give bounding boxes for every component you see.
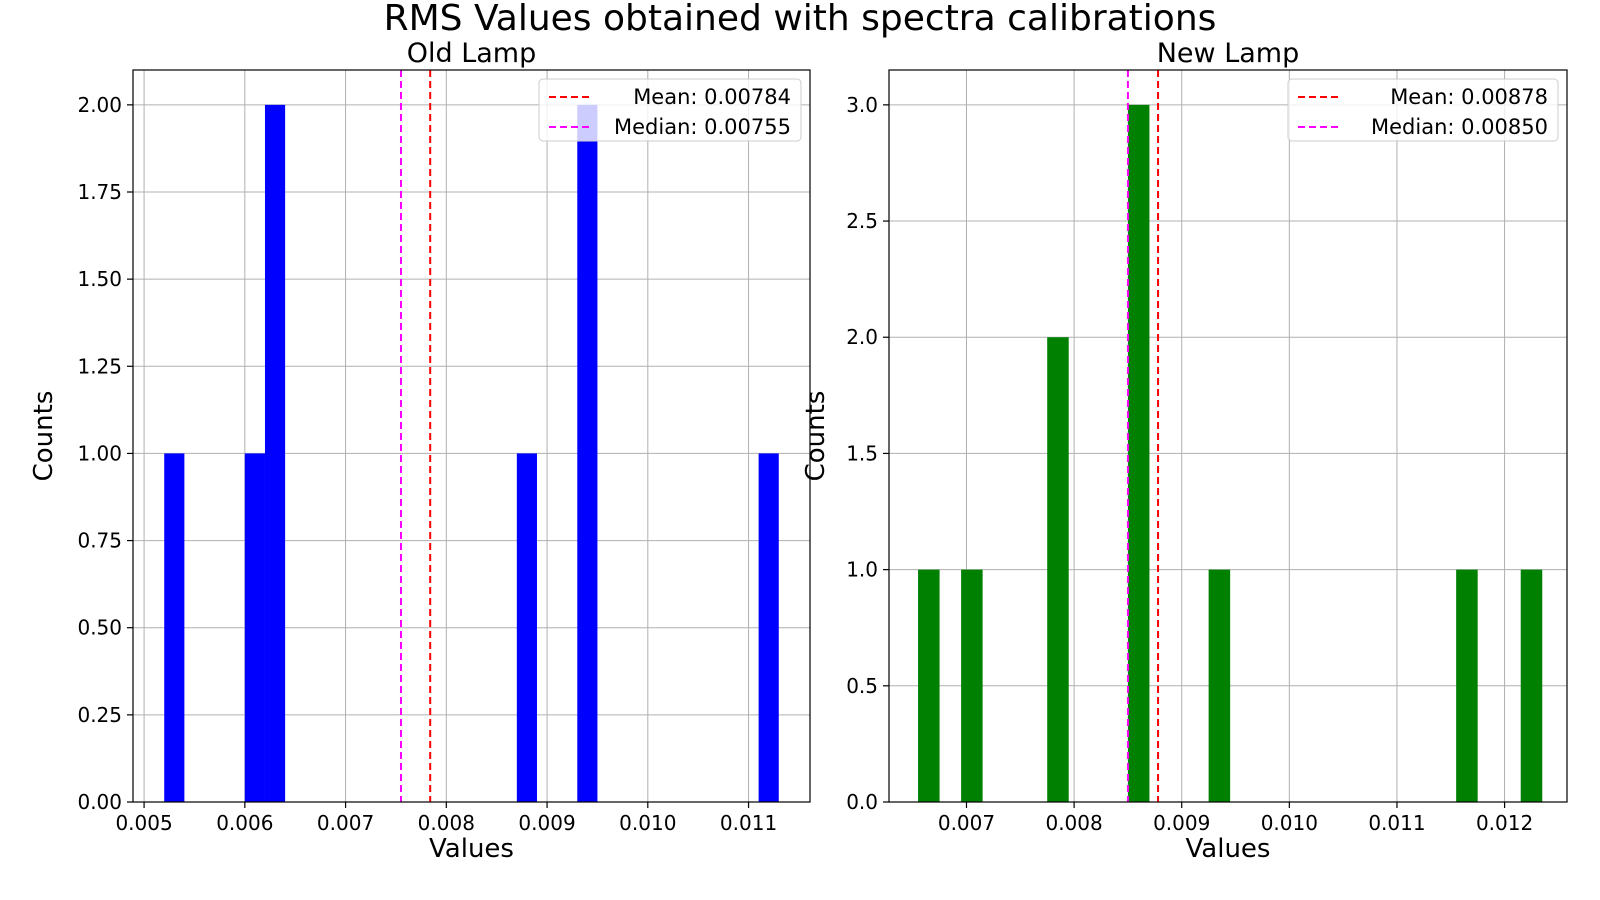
y-axis-label: Counts bbox=[801, 391, 831, 482]
x-axis-label: Values bbox=[1186, 834, 1271, 864]
y-tick-label: 0.75 bbox=[77, 529, 122, 553]
histogram-bar bbox=[1520, 569, 1543, 802]
x-tick-label: 0.005 bbox=[115, 811, 172, 835]
legend: Mean: 0.00784 Median: 0.00755 bbox=[538, 78, 802, 142]
x-tick-label: 0.006 bbox=[216, 811, 273, 835]
histogram-bar bbox=[961, 569, 983, 802]
x-tick-label: 0.010 bbox=[1261, 811, 1318, 835]
x-tick-label: 0.011 bbox=[720, 811, 777, 835]
y-tick-label: 0.00 bbox=[77, 790, 122, 814]
x-tick-label: 0.010 bbox=[619, 811, 676, 835]
y-tick-label: 1.75 bbox=[77, 180, 122, 204]
y-tick-label: 1.50 bbox=[77, 267, 122, 291]
histogram-bar bbox=[516, 453, 537, 802]
legend-label-mean: Mean: 0.00878 bbox=[1390, 85, 1548, 109]
histogram-bar bbox=[1127, 104, 1150, 803]
y-tick-label: 0.5 bbox=[846, 674, 878, 698]
legend-label-mean: Mean: 0.00784 bbox=[633, 85, 791, 109]
histogram-bar bbox=[577, 104, 598, 803]
y-tick-label: 2.0 bbox=[846, 325, 878, 349]
histogram-bar bbox=[164, 453, 185, 802]
x-tick-label: 0.007 bbox=[938, 811, 995, 835]
y-tick-label: 0.50 bbox=[77, 616, 122, 640]
x-tick-label: 0.008 bbox=[418, 811, 475, 835]
axes-frame bbox=[888, 69, 1568, 803]
histogram-bar bbox=[1456, 569, 1478, 802]
y-tick-label: 2.00 bbox=[77, 93, 122, 117]
chart-title: New Lamp bbox=[1157, 38, 1300, 69]
histogram-bar bbox=[1208, 569, 1231, 802]
histogram-bar bbox=[918, 569, 940, 802]
legend: Mean: 0.00878 Median: 0.00850 bbox=[1287, 78, 1559, 142]
histogram-bar bbox=[758, 453, 779, 802]
x-tick-label: 0.007 bbox=[317, 811, 374, 835]
y-axis-label: Counts bbox=[29, 391, 59, 482]
y-tick-label: 0.0 bbox=[846, 790, 878, 814]
chart-title: Old Lamp bbox=[407, 38, 537, 69]
legend-box bbox=[1287, 78, 1559, 142]
y-tick-label: 1.0 bbox=[846, 558, 878, 582]
y-tick-label: 2.5 bbox=[846, 209, 878, 233]
x-tick-label: 0.012 bbox=[1476, 811, 1533, 835]
x-axis-label: Values bbox=[429, 834, 514, 864]
chart-panel-1: 0.005 0.006 0.007 0.008 0.009 0.010 0.011 0.00 0… bbox=[29, 38, 811, 864]
chart-panel-2: 0.007 0.008 0.009 0.010 0.011 0.012 0.0 0.5 1.0 1… bbox=[801, 38, 1568, 864]
axes-frame bbox=[132, 69, 811, 803]
y-tick-label: 0.25 bbox=[77, 703, 122, 727]
chart-panels: 0.005 0.006 0.007 0.008 0.009 0.010 0.011 0.00 0… bbox=[29, 38, 1568, 864]
x-tick-label: 0.009 bbox=[518, 811, 575, 835]
x-tick-label: 0.011 bbox=[1368, 811, 1425, 835]
x-tick-label: 0.009 bbox=[1153, 811, 1210, 835]
y-tick-label: 1.00 bbox=[77, 441, 122, 465]
legend-label-median: Median: 0.00850 bbox=[1371, 115, 1548, 139]
y-tick-label: 1.25 bbox=[77, 354, 122, 378]
x-tick-label: 0.008 bbox=[1045, 811, 1102, 835]
legend-label-median: Median: 0.00755 bbox=[614, 115, 791, 139]
legend-box bbox=[538, 78, 802, 142]
histogram-bar bbox=[244, 453, 265, 802]
figure-suptitle: RMS Values obtained with spectra calibra… bbox=[384, 0, 1217, 39]
y-tick-label: 1.5 bbox=[846, 441, 878, 465]
histogram-bar bbox=[264, 104, 286, 803]
histogram-bar bbox=[1047, 337, 1069, 802]
y-tick-label: 3.0 bbox=[846, 93, 878, 117]
